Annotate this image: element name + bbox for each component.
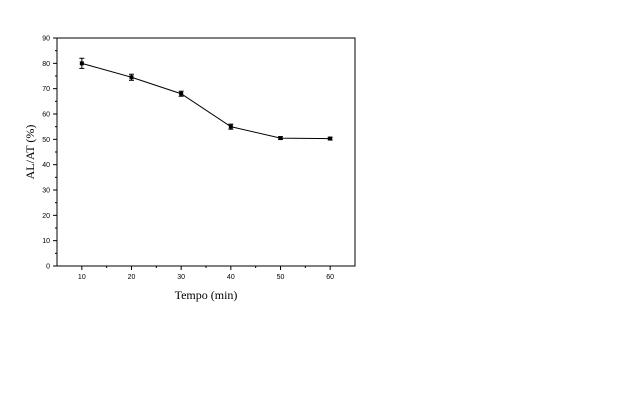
series-line: [81, 62, 331, 140]
y-tick-label: 60: [42, 112, 50, 119]
y-axis-ticks: 0 10 20 30 40 50 60 70 80 90: [42, 36, 57, 271]
x-tick-label: 10: [78, 274, 86, 281]
data-point: [179, 91, 184, 96]
y-axis-title: AL/AT (%): [23, 125, 37, 180]
x-tick-label: 20: [128, 274, 136, 281]
x-axis-title: Tempo (min): [175, 288, 238, 302]
x-tick-label: 30: [177, 274, 185, 281]
y-tick-label: 0: [46, 264, 50, 271]
x-tick-label: 60: [326, 274, 334, 281]
y-tick-label: 50: [42, 137, 50, 144]
data-point: [79, 61, 84, 66]
y-tick-label: 90: [42, 36, 50, 43]
x-tick-label: 40: [227, 274, 235, 281]
y-tick-label: 40: [42, 162, 50, 169]
x-axis-ticks: 10 20 30 40 50 60: [78, 266, 334, 281]
data-point: [228, 124, 233, 129]
data-point: [129, 75, 134, 80]
y-tick-label: 70: [42, 86, 50, 93]
series-layer: [79, 57, 333, 141]
x-tick-label: 50: [277, 274, 285, 281]
y-tick-label: 20: [42, 213, 50, 220]
y-tick-label: 10: [42, 238, 50, 245]
data-point: [328, 136, 333, 141]
y-tick-label: 80: [42, 61, 50, 68]
y-tick-label: 30: [42, 188, 50, 195]
data-point: [278, 136, 283, 141]
plot-frame: [56, 37, 356, 267]
